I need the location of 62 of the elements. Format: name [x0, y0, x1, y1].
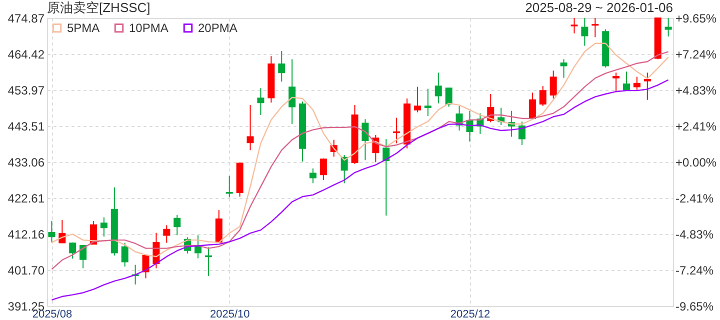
y2-tick-label: +2.41% [676, 120, 717, 134]
candlestick [445, 87, 452, 108]
candlestick [246, 104, 254, 151]
candlestick [414, 86, 421, 113]
x-tick-label: 2025/12 [450, 308, 490, 320]
y2-tick-label: -7.24% [676, 264, 714, 278]
candlestick [309, 168, 316, 184]
candlestick [434, 72, 442, 104]
candlestick [382, 138, 390, 216]
candlestick [622, 71, 630, 92]
candlestick [644, 72, 651, 100]
candlestick [592, 18, 599, 38]
candlestick [664, 18, 672, 37]
chart-title: 原油卖空[ZHSSC] [47, 0, 150, 15]
text: 2025-08-29 ~ 2026-01-06 [525, 0, 673, 15]
candlestick [100, 216, 108, 238]
y-tick-label: 453.97 [8, 83, 45, 98]
y-tick-label: 464.42 [8, 47, 45, 62]
candlestick [58, 220, 66, 244]
y2-tick-label: +7.24% [676, 47, 717, 62]
y-tick-label: 443.51 [8, 120, 45, 134]
candlestick [69, 242, 76, 260]
candlestick [215, 210, 222, 244]
candlestick [204, 246, 212, 276]
y-tick-label: 474.87 [8, 12, 45, 26]
y2-tick-label: +4.83% [676, 83, 717, 98]
y2-tick-label: -2.41% [676, 191, 714, 206]
candlestick [226, 175, 233, 198]
candlestick [550, 70, 557, 99]
candlestick [163, 224, 170, 244]
y2-tick-label: +9.65% [676, 12, 717, 26]
candlestick [121, 242, 128, 268]
legend-label: 10PMA [129, 21, 168, 36]
candlestick [362, 118, 369, 161]
candlestick [393, 117, 400, 144]
candlestick [174, 214, 181, 236]
y2-tick-label: -4.83% [676, 228, 714, 242]
candlestick [194, 234, 202, 259]
candlestick [320, 158, 327, 181]
candlestick [278, 50, 286, 82]
legend-label: 5PMA [67, 21, 100, 36]
candlestick [518, 121, 526, 146]
legend-label: 20PMA [198, 21, 238, 36]
candlestick [288, 58, 296, 124]
candlestick [424, 88, 432, 117]
line-series [51, 79, 669, 301]
x-tick-label: 2025/10 [210, 308, 250, 320]
candlestick [560, 58, 568, 78]
y-tick-label: 422.61 [8, 191, 45, 206]
y2-tick-label: -9.65% [676, 300, 714, 314]
candlestick [257, 88, 264, 116]
candlestick [612, 72, 620, 92]
y-tick-label: 401.70 [8, 264, 45, 278]
y2-tick-label: +0.00% [676, 156, 717, 170]
candlestick [570, 18, 578, 34]
candlestick [539, 86, 546, 107]
candlestick [48, 220, 56, 243]
candlestick [633, 76, 640, 90]
candlestick [581, 18, 588, 46]
y-tick-label: 433.06 [8, 156, 45, 170]
candlestick [528, 92, 536, 120]
y-tick-label: 412.16 [8, 227, 45, 242]
